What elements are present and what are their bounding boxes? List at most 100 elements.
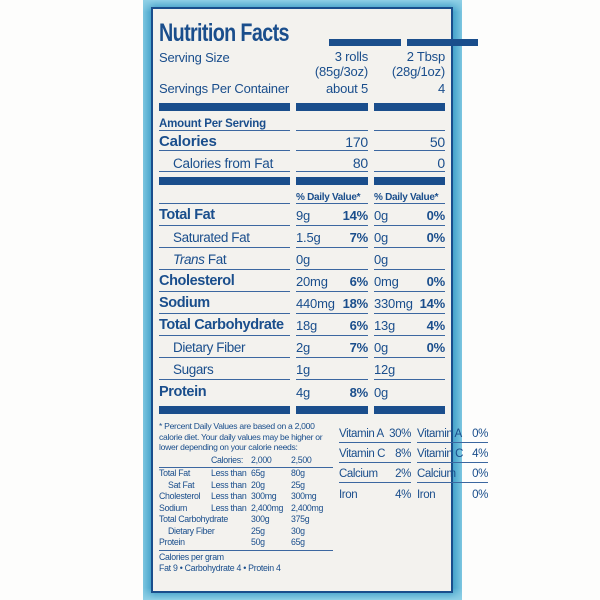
nutrient-col2-values: 0g — [374, 252, 445, 270]
ref-row-v1: 2,400mg — [251, 502, 284, 513]
vitamin-name: Calcium — [417, 468, 456, 480]
ref-header-calories: Calories: — [211, 455, 251, 468]
daily-value-percent: 7% — [349, 340, 369, 355]
vitamin-row: Vitamin C 4% — [417, 443, 488, 463]
nutrient-col1-values: 18g 6% — [296, 318, 368, 336]
amount-value: 4g — [296, 385, 311, 400]
vitamin-row: Calcium 0% — [417, 463, 488, 483]
daily-values-footnote: * Percent Daily Values are based on a 2,… — [159, 421, 323, 452]
amount-per-serving-col1-rule — [296, 130, 368, 131]
divider-bar — [159, 406, 445, 414]
nutrient-col2-values: 0g 0% — [374, 230, 445, 248]
daily-value-percent: 0% — [426, 230, 446, 245]
ref-row-v2: 300mg — [291, 491, 317, 501]
nutrient-col1-values: 1.5g 7% — [296, 230, 368, 248]
nutrient-row-dietary-fiber: Dietary Fiber 2g 7% 0g 0% — [159, 336, 445, 358]
amount-per-serving-col2-rule — [374, 130, 445, 131]
nutrient-col2-values: 12g — [374, 362, 445, 380]
nutrient-col2-values: 0g 0% — [374, 208, 445, 226]
daily-value-percent: 4% — [426, 318, 446, 333]
amount-value: 0g — [296, 252, 311, 267]
amount-value: 0mg — [374, 274, 399, 289]
nutrient-row-total-fat: Total Fat 9g 14% 0g 0% — [159, 204, 445, 226]
daily-value-header-col1: % Daily Value* — [296, 192, 368, 204]
amount-value: 2g — [296, 340, 311, 355]
daily-value-header-spacer — [159, 203, 290, 204]
ref-row-cond: Less than — [211, 502, 247, 513]
vitamin-row: Vitamin A 0% — [417, 423, 488, 443]
servings-per-container-col1: about 5 — [326, 81, 368, 96]
ref-row-v2: 25g — [291, 479, 305, 490]
vitamin-percent: 4% — [472, 448, 488, 460]
nutrient-row-cholesterol: Cholesterol 20mg 6% 0mg 0% — [159, 270, 445, 292]
vitamin-name: Vitamin C — [417, 448, 464, 460]
serving-size-col2: 2 Tbsp (28g/1oz) — [374, 49, 445, 79]
ref-row-name: Sodium — [159, 502, 188, 513]
amount-value: 0g — [374, 208, 389, 223]
nutrient-label: Dietary Fiber — [159, 340, 290, 358]
nutrient-label: Sugars — [159, 362, 290, 380]
ref-row-v2: 375g — [291, 514, 310, 524]
nutrient-label: Protein — [159, 384, 207, 400]
nutrient-label: Total Fat — [159, 207, 290, 226]
nutrient-row-trans-fat: Trans Fat 0g 0g — [159, 248, 445, 270]
nutrient-col2-values: 0g — [374, 385, 445, 402]
vitamin-percent: 30% — [389, 428, 411, 440]
ref-row-cond: Less than — [211, 491, 247, 501]
amount-value: 9g — [296, 208, 311, 223]
serving-size-label: Serving Size — [159, 50, 230, 65]
amount-value: 330mg — [374, 296, 413, 311]
daily-value-percent: 8% — [349, 385, 369, 400]
vitamins-col1: Vitamin A 30% Vitamin C 8% Calcium 2% Iron 4… — [339, 419, 411, 574]
divider-bar — [159, 103, 445, 111]
nutrient-col1-values: 1g — [296, 362, 368, 380]
servings-per-container-label: Servings Per Container — [159, 81, 289, 96]
calories-label: Calories — [159, 133, 290, 151]
serving-size-row: Serving Size 3 rolls (85g/3oz) 2 Tbsp (2… — [159, 49, 445, 79]
package-edge: Nutrition Facts Serving Size 3 rolls (85… — [143, 0, 488, 600]
amount-value: 0g — [374, 252, 389, 267]
daily-value-percent: 14% — [419, 296, 446, 311]
amount-value: 440mg — [296, 296, 335, 311]
amount-value: 12g — [374, 362, 396, 377]
calories-per-gram-title: Calories per gram — [159, 551, 224, 562]
daily-value-percent: 6% — [349, 318, 369, 333]
amount-value: 13g — [374, 318, 396, 333]
footer-section: * Percent Daily Values are based on a 2,… — [159, 419, 488, 574]
ref-row-v1: 300g — [251, 514, 270, 524]
ref-row-cond — [211, 514, 251, 526]
nutrient-col2-values: 13g 4% — [374, 318, 445, 336]
daily-value-percent: 14% — [342, 208, 369, 223]
daily-value-percent: 7% — [349, 230, 369, 245]
amount-value: 18g — [296, 318, 318, 333]
vitamin-row: Calcium 2% — [339, 463, 411, 483]
label-title: Nutrition Facts — [159, 19, 290, 47]
vitamin-percent: 0% — [472, 489, 488, 501]
calories-col1-value: 170 — [296, 134, 368, 151]
vitamin-percent: 4% — [395, 489, 411, 501]
nutrient-label: Sodium — [159, 295, 290, 314]
daily-value-header-col2: % Daily Value* — [374, 192, 445, 204]
calories-col2-value: 50 — [374, 134, 445, 151]
label-header: Nutrition Facts — [159, 12, 479, 48]
nutrient-row-sodium: Sodium 440mg 18% 330mg 14% — [159, 292, 445, 314]
vitamin-row: Vitamin A 30% — [339, 423, 411, 443]
vitamin-percent: 0% — [472, 428, 488, 440]
vitamin-row: Iron 0% — [417, 483, 488, 503]
nutrient-row-saturated-fat: Saturated Fat 1.5g 7% 0g 0% — [159, 226, 445, 248]
ref-header-2500: 2,500 — [291, 455, 333, 468]
nutrient-label: Cholesterol — [159, 273, 290, 292]
ref-row-v1: 300mg — [251, 491, 277, 501]
calories-from-fat-col2-value: 0 — [374, 155, 445, 172]
daily-value-header-row: % Daily Value* % Daily Value* — [159, 188, 445, 204]
nutrient-label: Trans Fat — [159, 252, 290, 270]
vitamin-name: Iron — [417, 489, 436, 501]
nutrient-row-sugars: Sugars 1g 12g — [159, 358, 445, 380]
ref-row-v2: 65g — [291, 537, 305, 547]
nutrient-label: Total Carbohydrate — [159, 317, 290, 336]
ref-row-v2: 2,400mg — [291, 502, 324, 513]
servings-per-container-col2: 4 — [437, 81, 445, 96]
daily-value-percent: 18% — [342, 296, 369, 311]
nutrient-col1-values: 0g — [296, 252, 368, 270]
